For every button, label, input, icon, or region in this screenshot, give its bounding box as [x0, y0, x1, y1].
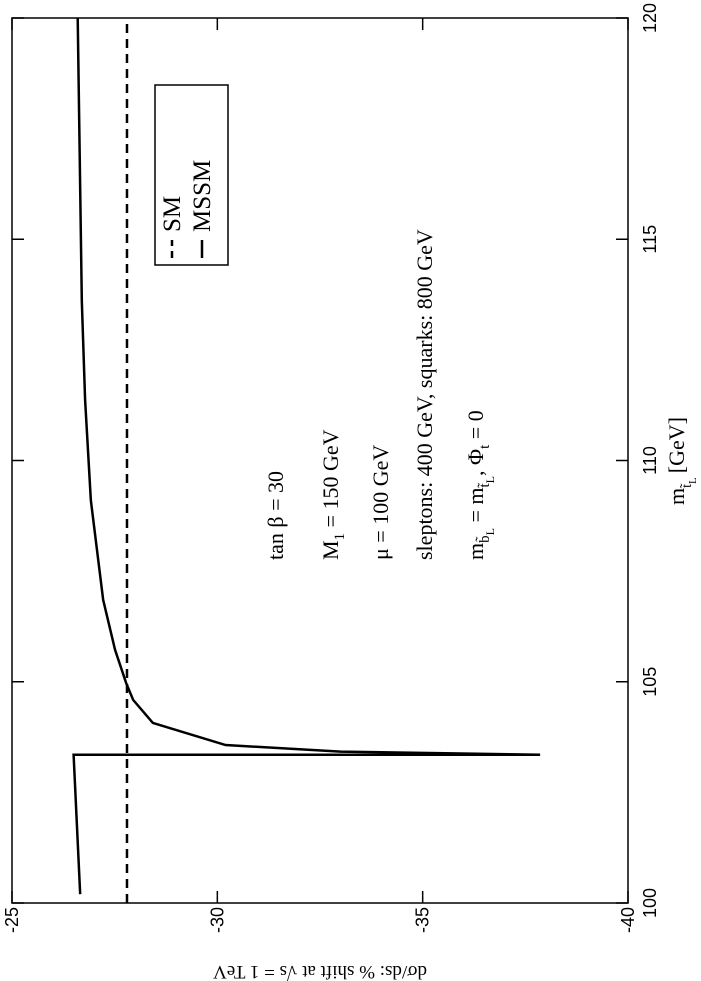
- annotation: = m: [463, 488, 488, 529]
- x-tick-label: 115: [640, 225, 660, 254]
- annotation: = 150 GeV: [318, 429, 343, 533]
- legend: [154, 84, 229, 266]
- annotation: b̃: [475, 535, 493, 543]
- x-axis-label: mt̃L [GeV]: [664, 417, 699, 505]
- annotation: m: [463, 543, 488, 560]
- annotation: tan β = 30: [263, 471, 288, 560]
- y-tick-label: -30: [207, 907, 227, 933]
- legend-label: MSSM: [189, 160, 216, 232]
- series-line: [72, 17, 541, 895]
- annotation: μ = 100 GeV: [368, 445, 393, 560]
- annotation: sleptons: 400 GeV, squarks: 800 GeV: [412, 229, 437, 560]
- annotation: t̃: [477, 483, 493, 488]
- x-tick-label: 105: [640, 667, 660, 697]
- annotation: 1: [332, 533, 348, 541]
- annotation: , Φ: [463, 449, 488, 476]
- x-axis-label: L: [687, 477, 699, 484]
- x-axis-label: m: [664, 488, 689, 505]
- rotated-plot: tan β = 30 M1 = 150 GeV μ = 100 GeV slep…: [2, 3, 699, 981]
- y-tick-label: -40: [618, 907, 638, 933]
- x-tick-label: 110: [640, 446, 660, 475]
- y-tick-label: -25: [2, 907, 22, 933]
- x-tick-label: 120: [640, 3, 660, 33]
- annotation: t: [477, 444, 493, 449]
- annotation: M1 = 150 GeV: [318, 429, 348, 560]
- y-tick-label: -35: [413, 907, 433, 933]
- legend-label: SM: [159, 196, 186, 232]
- annotation: L: [483, 476, 497, 483]
- y-axis-label: dσ/ds: % shift at √s = 1 TeV: [213, 961, 427, 981]
- annotation: = 0: [463, 410, 488, 444]
- x-tick-label: 100: [640, 888, 660, 918]
- annotation: mb̃L = mt̃L, Φt = 0: [463, 410, 497, 560]
- x-axis-label: t̃: [680, 483, 695, 488]
- x-axis-label: [GeV]: [664, 417, 689, 473]
- annotation: L: [483, 528, 497, 535]
- annotation: M: [318, 540, 343, 560]
